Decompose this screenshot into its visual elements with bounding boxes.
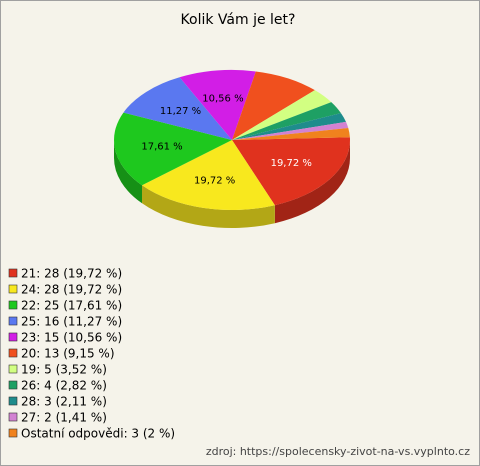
slice (232, 113, 346, 140)
slice (142, 140, 275, 210)
legend-label: Ostatní odpovědi: 3 (2 %) (21, 427, 175, 441)
slice-label: 19,72 % (194, 176, 235, 187)
slice (232, 90, 332, 140)
legend-swatch (8, 268, 18, 278)
slice (179, 69, 256, 140)
slice (123, 77, 232, 140)
slice (113, 112, 232, 186)
slice (232, 121, 349, 140)
slice-label: 17,61 % (141, 141, 182, 152)
slice-side (114, 140, 143, 204)
legend-label: 25: 16 (11,27 %) (21, 315, 122, 329)
chart-title: Kolik Vám je let? (181, 12, 296, 28)
legend-label: 24: 28 (19,72 %) (21, 283, 122, 297)
legend: 21: 28 (19,72 %) 24: 28 (19,72 %) 22: 25 (… (8, 267, 175, 441)
legend-swatch (8, 380, 18, 390)
legend-swatch (8, 396, 18, 406)
slice-label: 10,56 % (202, 93, 243, 104)
legend-swatch (8, 412, 18, 422)
legend-label: 27: 2 (1,41 %) (21, 411, 107, 425)
slice (232, 127, 350, 140)
legend-label: 26: 4 (2,82 %) (21, 379, 107, 393)
slice (232, 137, 351, 206)
legend-label: 22: 25 (17,61 %) (21, 299, 122, 313)
legend-label: 23: 15 (10,56 %) (21, 331, 122, 345)
source: zdroj: https://spolecensky-zivot-na-vs.v… (206, 445, 470, 458)
legend-label: 19: 5 (3,52 %) (21, 363, 107, 377)
legend-swatch (8, 316, 18, 326)
legend-swatch (8, 428, 18, 438)
legend-swatch (8, 364, 18, 374)
legend-swatch (8, 348, 18, 358)
slice-side (274, 140, 350, 224)
slice-side (142, 185, 275, 228)
legend-swatch (8, 332, 18, 342)
legend-swatch (8, 300, 18, 310)
pie: 19,72 % 19,72 % 17,61 % 11,27 %10,56 % (113, 69, 351, 228)
legend-label: 20: 13 (9,15 %) (21, 347, 115, 361)
slice (232, 71, 315, 140)
legend-swatch (8, 284, 18, 294)
slice-label: 11,27 % (160, 106, 201, 117)
legend-label: 28: 3 (2,11 %) (21, 395, 107, 409)
slice-label: 19,72 % (271, 158, 312, 169)
slice (232, 102, 341, 140)
legend-label: 21: 28 (19,72 %) (21, 267, 122, 281)
